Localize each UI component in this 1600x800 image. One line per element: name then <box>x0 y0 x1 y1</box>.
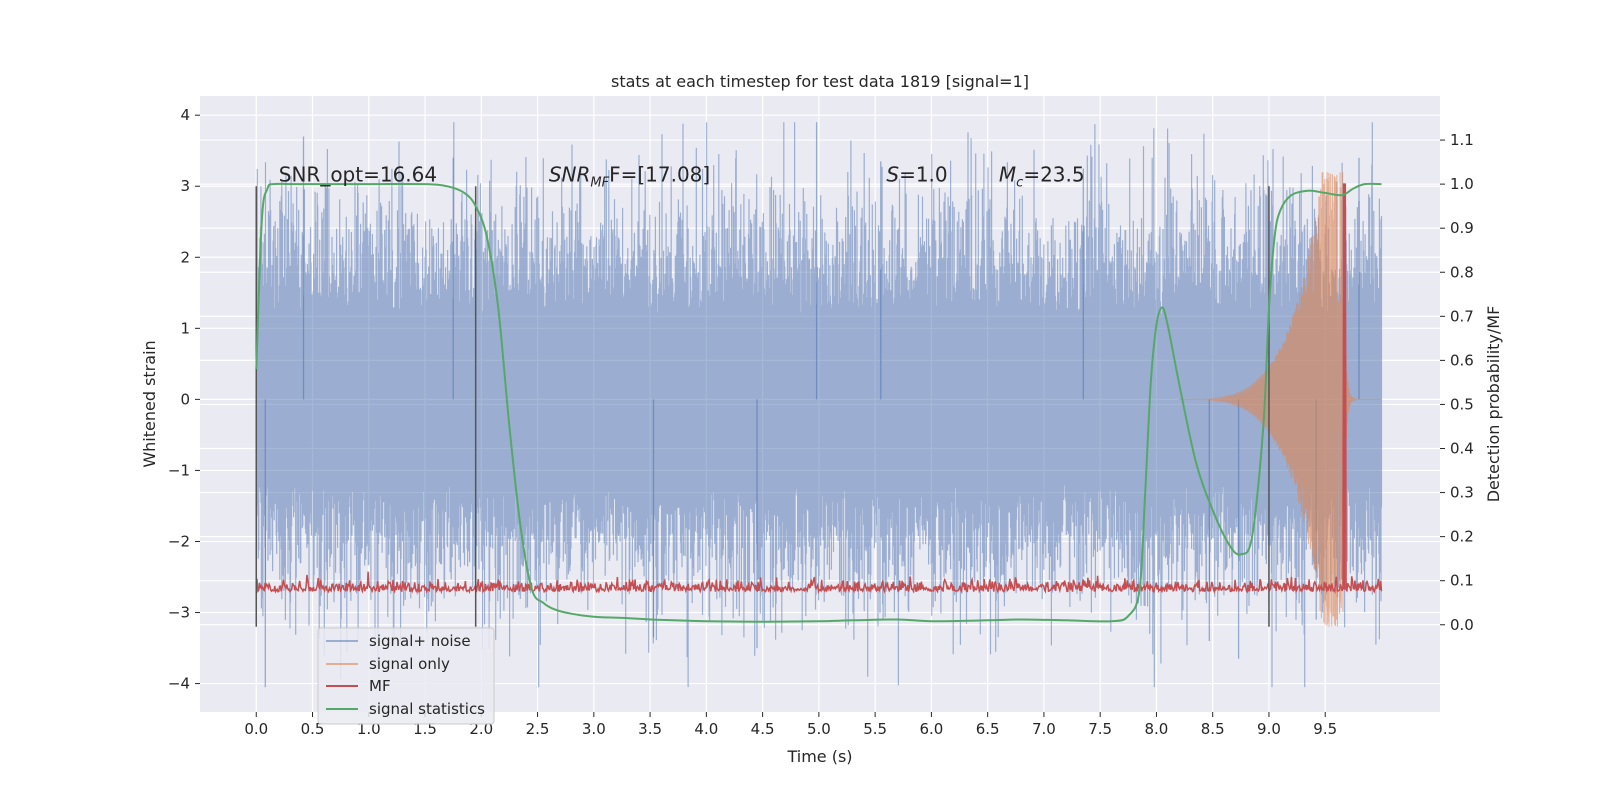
mc-annotation: Mc=23.5 <box>999 162 1085 190</box>
y-tick-label: −2 <box>168 532 190 550</box>
legend: signal+ noise signal only MF signal stat… <box>317 627 495 725</box>
x-tick-label: 7.5 <box>1088 720 1112 738</box>
x-tick-label: 0.0 <box>244 720 268 738</box>
annotations: SNR_opt=16.64 SNRMFF=[17.08] S=1.0 Mc=23… <box>279 162 1085 190</box>
y2-tick-label: 0.4 <box>1450 440 1474 458</box>
y-tick-label: −3 <box>168 604 190 622</box>
y2-tick-label: 0.6 <box>1450 351 1474 369</box>
x-tick-label: 7.0 <box>1032 720 1056 738</box>
y-tick-label: 3 <box>180 177 190 195</box>
y2-tick-label: 0.1 <box>1450 572 1474 590</box>
snr-opt-annotation: SNR_opt=16.64 <box>279 162 437 186</box>
y-axis-ticks: −4 −3 −2 −1 0 1 2 3 4 <box>168 106 200 693</box>
x-tick-label: 4.5 <box>751 720 775 738</box>
y2-tick-label: 0.5 <box>1450 395 1474 413</box>
x-tick-label: 9.5 <box>1313 720 1337 738</box>
window-lines <box>255 186 1270 627</box>
y-axis-label: Whitened strain <box>140 340 159 467</box>
snr-mf-prefix: SNR <box>549 162 591 186</box>
y2-tick-label: 0.0 <box>1450 616 1474 634</box>
x-tick-label: 6.0 <box>919 720 943 738</box>
legend-label-stat: signal statistics <box>369 700 485 718</box>
signal-chirp <box>1178 171 1382 627</box>
x-tick-label: 8.5 <box>1201 720 1225 738</box>
x-tick-label: 5.0 <box>807 720 831 738</box>
x-tick-label: 3.5 <box>638 720 662 738</box>
y2-tick-label: 1.0 <box>1450 175 1474 193</box>
x-tick-label: 9.0 <box>1257 720 1281 738</box>
signal-only-series <box>1178 171 1382 627</box>
y2-tick-label: 1.1 <box>1450 131 1474 149</box>
mc-suffix: =23.5 <box>1023 162 1084 186</box>
y-tick-label: 1 <box>180 319 190 337</box>
y-tick-label: −4 <box>168 675 190 693</box>
x-tick-label: 0.5 <box>301 720 325 738</box>
snr-mf-subscript: MF <box>590 175 609 190</box>
signal-statistics-series <box>255 182 1382 623</box>
y2-axis-ticks: 0.0 0.1 0.2 0.3 0.4 0.5 0.6 0.7 0.8 0.9 1.0 1.1 <box>1440 131 1474 634</box>
y2-tick-label: 0.2 <box>1450 528 1474 546</box>
y-tick-label: 0 <box>180 390 190 408</box>
y-tick-label: −1 <box>168 461 190 479</box>
s-annotation: S=1.0 <box>886 162 947 186</box>
y-tick-label: 2 <box>180 248 190 266</box>
x-axis-label: Time (s) <box>786 747 852 766</box>
snr-mf-suffix: F=[17.08] <box>609 162 710 186</box>
snr-mf-annotation: SNRMFF=[17.08] <box>549 162 710 190</box>
x-tick-label: 2.5 <box>526 720 550 738</box>
x-tick-label: 5.5 <box>863 720 887 738</box>
y2-tick-label: 0.7 <box>1450 307 1474 325</box>
chart-title: stats at each timestep for test data 181… <box>611 72 1029 91</box>
legend-label-mf: MF <box>369 677 391 695</box>
y2-tick-label: 0.8 <box>1450 263 1474 281</box>
y2-axis-label: Detection probability/MF <box>1484 306 1503 503</box>
legend-box <box>317 627 495 725</box>
x-tick-label: 8.0 <box>1145 720 1169 738</box>
y2-tick-label: 0.9 <box>1450 219 1474 237</box>
x-tick-label: 6.5 <box>976 720 1000 738</box>
x-tick-label: 3.0 <box>582 720 606 738</box>
mc-prefix: M <box>999 162 1016 186</box>
x-axis-ticks: 0.0 0.5 1.0 1.5 2.0 2.5 3.0 3.5 4.0 4.5 5.0 5.5 6.0 6… <box>244 712 1337 738</box>
legend-label-signal: signal only <box>369 655 450 673</box>
mc-subscript: c <box>1016 175 1023 190</box>
mf-trace <box>255 183 1383 595</box>
legend-label-noise: signal+ noise <box>369 632 471 650</box>
x-tick-label: 4.0 <box>694 720 718 738</box>
y2-tick-label: 0.3 <box>1450 484 1474 502</box>
mf-series <box>255 183 1383 595</box>
signal-statistics-trace <box>255 182 1382 623</box>
s-prefix: S <box>886 162 899 186</box>
y-tick-label: 4 <box>180 106 190 124</box>
s-suffix: =1.0 <box>899 162 948 186</box>
